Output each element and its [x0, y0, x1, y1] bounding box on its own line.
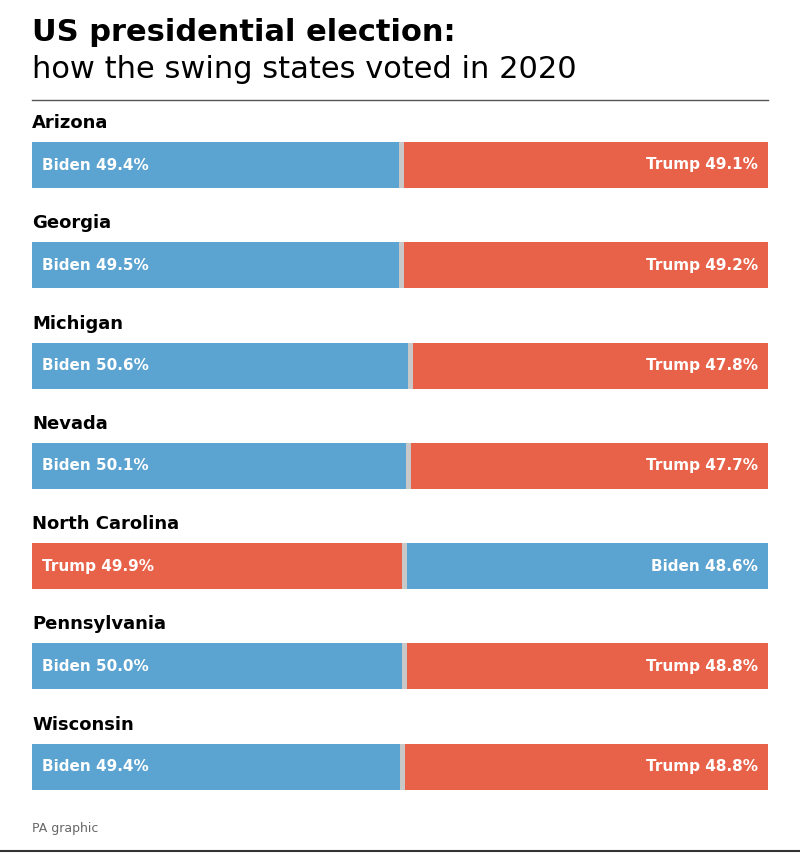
Bar: [32, 242, 398, 288]
Bar: [402, 644, 407, 689]
Text: Michigan: Michigan: [32, 315, 123, 333]
Text: PA graphic: PA graphic: [32, 822, 98, 835]
Text: Biden 48.6%: Biden 48.6%: [651, 558, 758, 574]
Text: Biden 50.0%: Biden 50.0%: [42, 659, 149, 674]
Bar: [32, 744, 400, 790]
Bar: [400, 744, 405, 790]
Bar: [32, 644, 402, 689]
Bar: [408, 343, 413, 388]
Bar: [405, 744, 768, 790]
Bar: [402, 543, 407, 589]
Text: US presidential election:: US presidential election:: [32, 18, 456, 47]
Text: how the swing states voted in 2020: how the swing states voted in 2020: [32, 55, 577, 84]
Text: Pennsylvania: Pennsylvania: [32, 616, 166, 634]
Text: Arizona: Arizona: [32, 114, 108, 132]
Text: Trump 49.9%: Trump 49.9%: [42, 558, 154, 574]
Text: North Carolina: North Carolina: [32, 516, 179, 534]
Bar: [32, 142, 398, 188]
Text: Biden 49.4%: Biden 49.4%: [42, 759, 149, 775]
Text: Trump 47.7%: Trump 47.7%: [646, 458, 758, 474]
Bar: [407, 644, 768, 689]
Text: Wisconsin: Wisconsin: [32, 716, 134, 734]
Text: Trump 48.8%: Trump 48.8%: [646, 759, 758, 775]
Text: Biden 50.6%: Biden 50.6%: [42, 358, 149, 373]
Text: Biden 50.1%: Biden 50.1%: [42, 458, 149, 474]
Bar: [404, 242, 768, 288]
Text: Trump 47.8%: Trump 47.8%: [646, 358, 758, 373]
Text: Georgia: Georgia: [32, 215, 111, 233]
Text: Trump 48.8%: Trump 48.8%: [646, 659, 758, 674]
Bar: [411, 443, 768, 489]
Bar: [406, 443, 411, 489]
Bar: [407, 543, 768, 589]
Text: Trump 49.2%: Trump 49.2%: [646, 258, 758, 273]
Bar: [404, 142, 768, 188]
Text: Biden 49.5%: Biden 49.5%: [42, 258, 149, 273]
Bar: [32, 543, 402, 589]
Text: Trump 49.1%: Trump 49.1%: [646, 157, 758, 173]
Bar: [398, 242, 404, 288]
Bar: [32, 443, 406, 489]
Bar: [32, 343, 408, 388]
Bar: [413, 343, 768, 388]
Text: Biden 49.4%: Biden 49.4%: [42, 157, 149, 173]
Text: Nevada: Nevada: [32, 415, 108, 433]
Bar: [398, 142, 404, 188]
